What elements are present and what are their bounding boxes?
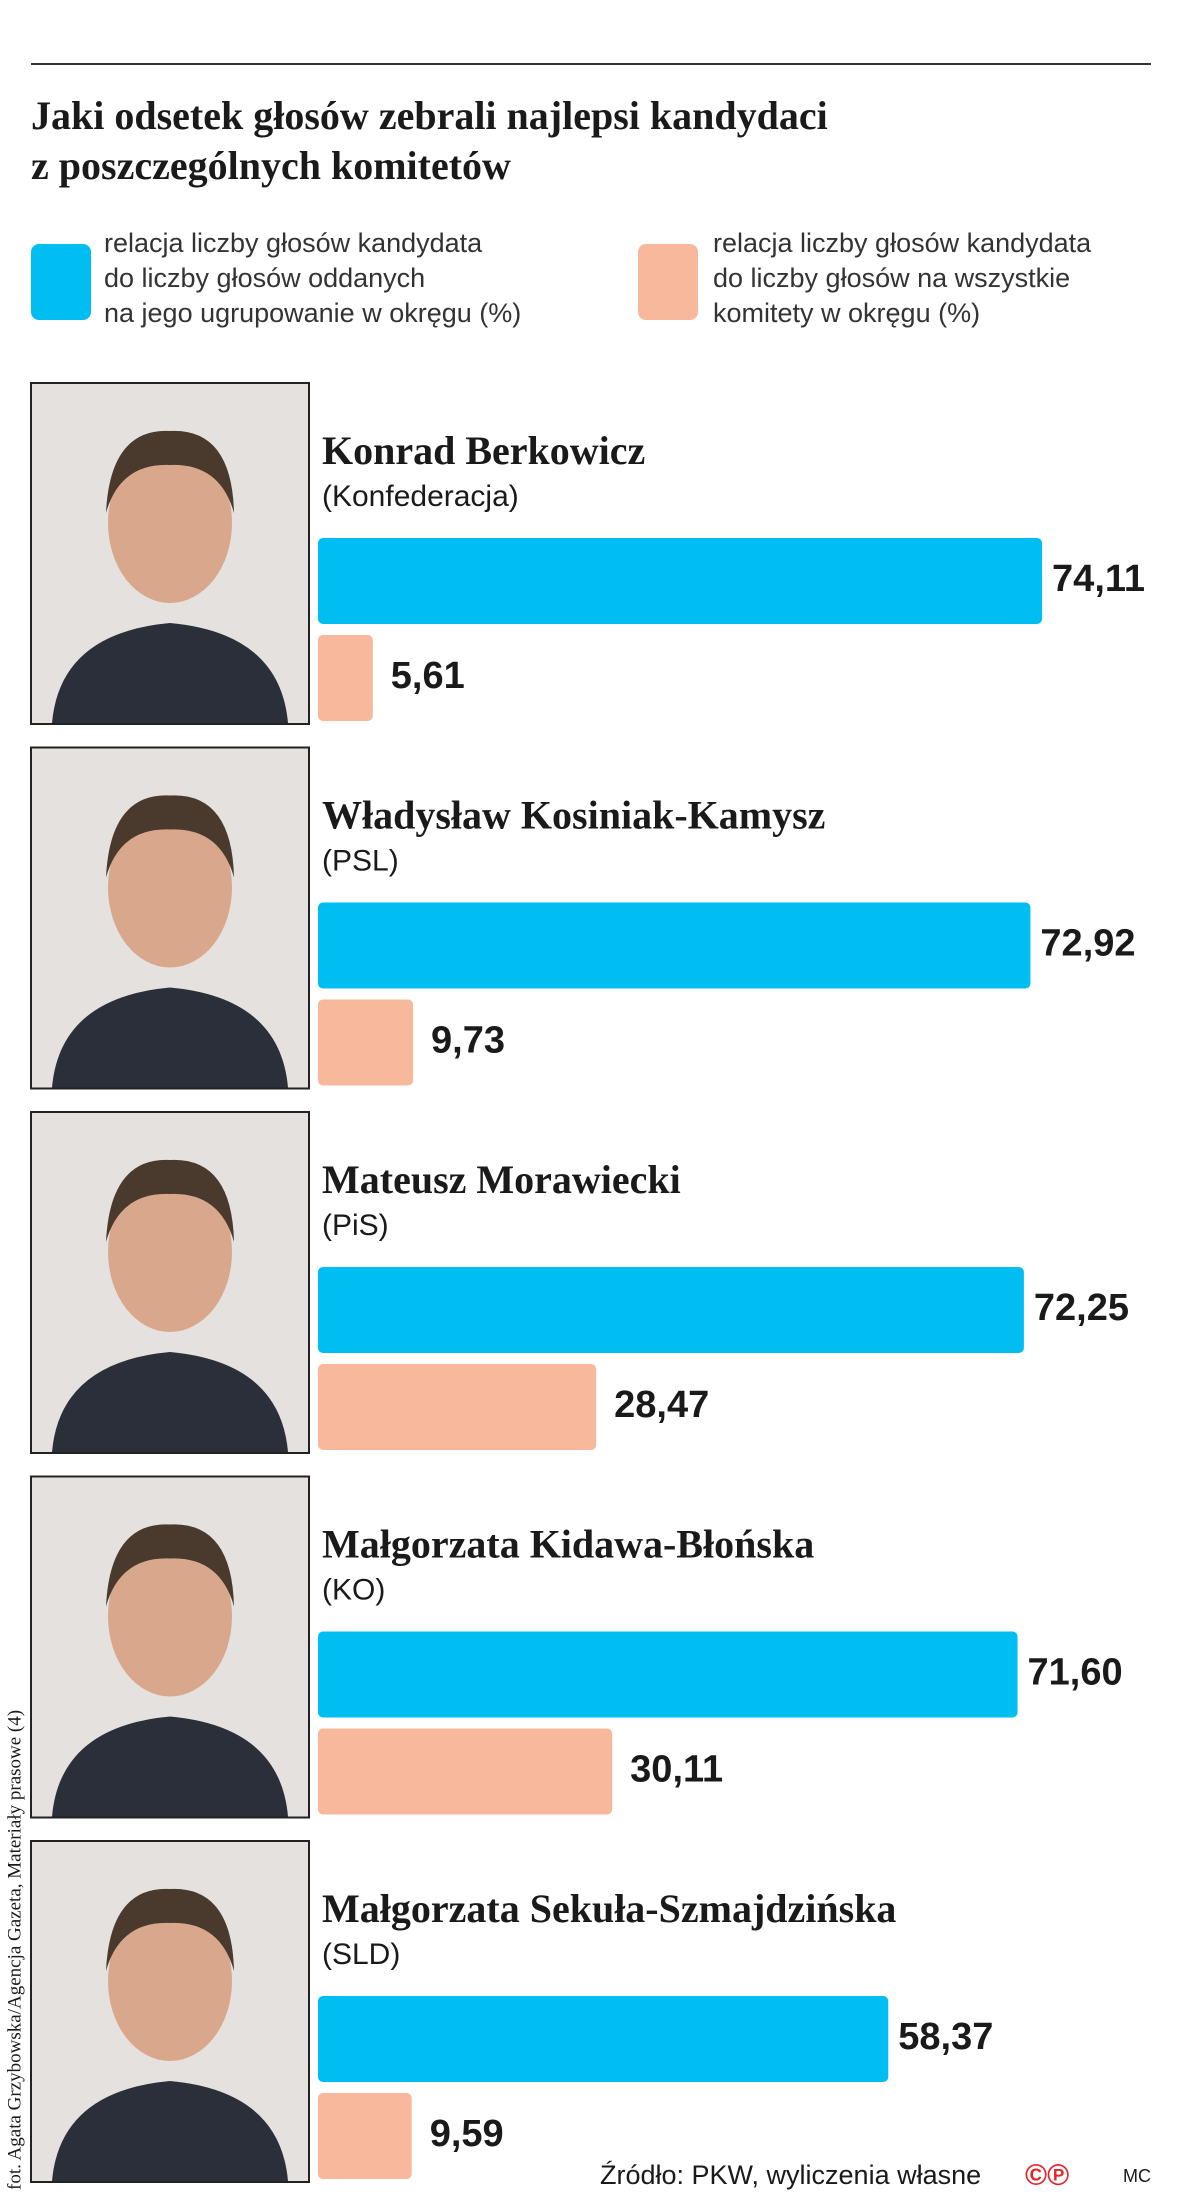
party: (KO) <box>322 1573 385 1606</box>
photo-hair <box>106 1159 234 1242</box>
legend-label: relacja liczby głosów kandydata do liczb… <box>713 228 1092 328</box>
candidate-name: Mateusz Morawiecki <box>322 1157 681 1202</box>
party: (Konfederacja) <box>322 480 519 513</box>
bar <box>318 1267 1024 1353</box>
candidate-name: Władysław Kosiniak-Kamysz <box>322 793 825 838</box>
value-label: 72,92 <box>1040 923 1135 965</box>
candidate-name: Konrad Berkowicz <box>322 428 645 473</box>
bar <box>318 1728 613 1815</box>
chart-title: Jaki odsetek głosów zebrali najlepsi kan… <box>31 93 828 138</box>
photo-credit: fot. Agata Grzybowska/Agencja Gazeta, Ma… <box>4 1710 25 2190</box>
photo-figure <box>52 623 288 723</box>
photo-hair <box>106 795 234 878</box>
photo-figure <box>52 1352 288 1452</box>
bar <box>318 1364 597 1450</box>
photo-hair <box>106 1888 234 1971</box>
bar <box>318 2093 412 2179</box>
photo-face <box>108 1172 232 1332</box>
logo: ©℗ <box>1025 2159 1069 2192</box>
bar <box>318 1996 889 2082</box>
author: MC <box>1123 2166 1151 2186</box>
bar <box>318 1631 1018 1718</box>
photo-hair <box>106 1524 234 1607</box>
photo-figure <box>52 987 288 1088</box>
value-label: 74,11 <box>1052 558 1145 600</box>
candidate-name: Małgorzata Sekuła-Szmajdzińska <box>322 1886 896 1931</box>
party: (PSL) <box>322 844 399 877</box>
bar <box>318 902 1031 989</box>
party: (PiS) <box>322 1209 389 1242</box>
bar <box>318 635 373 721</box>
photo-figure <box>52 1716 288 1817</box>
bar <box>318 538 1043 624</box>
candidate-name: Małgorzata Kidawa-Błońska <box>322 1522 814 1567</box>
photo-hair <box>106 430 234 513</box>
legend-label: relacja liczby głosów kandydata do liczb… <box>104 228 522 328</box>
value-label: 9,59 <box>430 2113 504 2155</box>
legend-swatch <box>638 244 698 320</box>
photo-face <box>108 807 232 968</box>
value-label: 28,47 <box>614 1384 709 1426</box>
photo-face <box>108 1536 232 1697</box>
bar <box>318 999 414 1086</box>
source: Źródło: PKW, wyliczenia własne <box>600 2160 981 2190</box>
value-label: 71,60 <box>1028 1652 1123 1694</box>
photo-figure <box>52 2081 288 2181</box>
photo-face <box>108 443 232 603</box>
value-label: 58,37 <box>898 2016 993 2058</box>
party: (SLD) <box>322 1938 400 1971</box>
photo-face <box>108 1901 232 2061</box>
legend-swatch <box>31 244 91 320</box>
value-label: 72,25 <box>1034 1287 1129 1329</box>
chart-title: z poszczególnych komitetów <box>31 143 511 188</box>
value-label: 9,73 <box>431 1020 505 1062</box>
value-label: 30,11 <box>630 1749 723 1791</box>
value-label: 5,61 <box>391 655 465 697</box>
